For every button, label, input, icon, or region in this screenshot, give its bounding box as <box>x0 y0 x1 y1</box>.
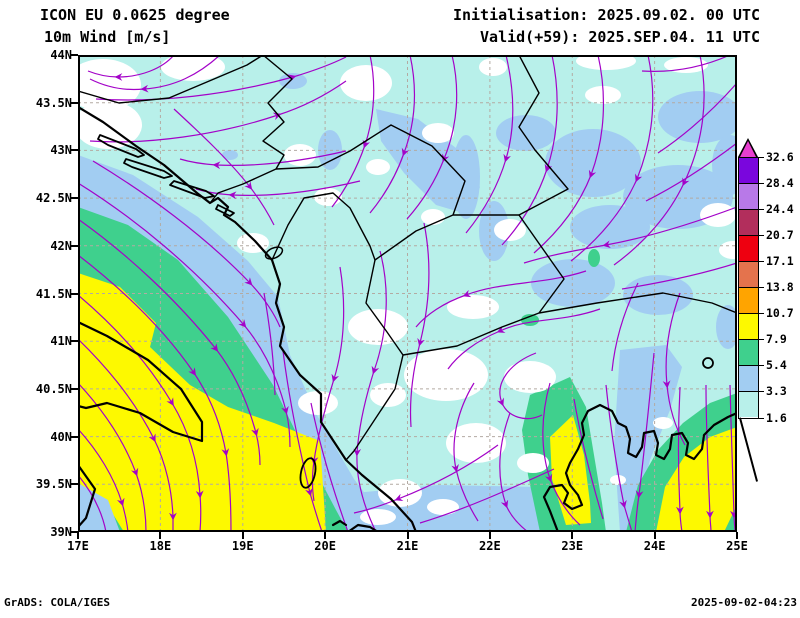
colorbar-tick-label: 13.8 <box>766 280 794 295</box>
colorbar-tick-label: 20.7 <box>766 228 794 243</box>
valid-time-label: Valid(+59): 2025.SEP.04. 11 UTC <box>480 28 760 46</box>
colorbar-tick-mark <box>738 391 764 393</box>
lon-tick-mark <box>653 532 656 539</box>
lon-tick-mark <box>488 532 491 539</box>
fill-blue-corner <box>78 483 120 532</box>
lat-tick-label: 44N <box>50 48 72 62</box>
colorbar-arrow-icon <box>739 141 756 157</box>
colorbar-segment <box>739 183 758 210</box>
lon-tick-label: 22E <box>479 539 501 553</box>
lon-tick-mark <box>736 532 738 539</box>
lon-tick-label: 17E <box>67 539 89 553</box>
lon-tick-mark <box>406 532 409 539</box>
lat-tick-label: 40.5N <box>35 381 72 396</box>
grads-credit: GrADS: COLA/IGES <box>4 596 110 609</box>
colorbar-tick-mark <box>738 287 764 289</box>
lat-tick-label: 43.5N <box>35 95 72 110</box>
lat-tick-label: 39.5N <box>35 477 72 492</box>
lat-tick-label: 42N <box>50 238 72 253</box>
colorbar-tick-label: 7.9 <box>766 332 787 347</box>
colorbar-tail-line <box>739 417 758 482</box>
lon-tick-label: 24E <box>643 539 666 553</box>
lon-tick-mark <box>241 532 244 539</box>
lat-tick-label: 41.5N <box>35 286 72 301</box>
colorbar-segment <box>739 209 758 236</box>
colorbar-tick-mark <box>738 183 764 185</box>
colorbar-segment <box>739 313 758 340</box>
lon-tick-label: 21E <box>396 539 419 553</box>
wind-streamlines <box>77 54 738 533</box>
colorbar-segment <box>739 157 758 184</box>
colorbar-tick-label: 24.4 <box>766 202 794 217</box>
lat-tick-mark <box>71 531 78 533</box>
colorbar-segment <box>739 287 758 314</box>
creation-timestamp: 2025-09-02-04:23 <box>691 596 797 609</box>
lon-tick-label: 23E <box>561 539 584 553</box>
colorbar-tick-label: 5.4 <box>766 358 787 373</box>
lon-tick-label: 25E <box>726 539 748 553</box>
lat-tick-mark <box>71 387 78 390</box>
coastlines <box>76 105 739 534</box>
colorbar-tick-label: 3.3 <box>766 384 787 399</box>
colorbar-tick-label: 28.4 <box>766 176 794 191</box>
colorbar-segment <box>739 391 758 418</box>
lon-tick-mark <box>77 532 79 539</box>
country-borders <box>77 54 738 461</box>
lat-tick-label: 42.5N <box>35 191 72 206</box>
lat-tick-mark <box>71 292 78 295</box>
lat-tick-mark <box>71 340 78 343</box>
wind-map-svg <box>65 52 748 534</box>
colorbar-tick-mark <box>738 157 764 158</box>
lon-tick-mark <box>159 532 162 539</box>
lon-tick-mark <box>324 532 327 539</box>
lat-tick-label: 39N <box>50 525 72 539</box>
lat-tick-mark <box>71 197 78 200</box>
lon-tick-label: 19E <box>231 539 254 553</box>
map-frame <box>78 55 737 532</box>
lat-tick-label: 43N <box>50 143 72 158</box>
lat-tick-mark <box>71 101 78 104</box>
colorbar-segment <box>739 339 758 366</box>
colorbar-segment <box>739 365 758 392</box>
field-title: 10m Wind [m/s] <box>44 28 171 46</box>
colorbar-tick-mark <box>738 339 764 341</box>
colorbar-tick-label: 10.7 <box>766 306 794 321</box>
colorbar-segment <box>739 261 758 288</box>
lat-tick-mark <box>71 483 78 486</box>
map-canvas <box>65 52 748 534</box>
init-time-label: Initialisation: 2025.09.02. 00 UTC <box>452 6 760 24</box>
colorbar-tick-mark <box>738 417 764 419</box>
lat-tick-mark <box>71 435 78 438</box>
colorbar-tick-mark <box>738 365 764 367</box>
model-title: ICON EU 0.0625 degree <box>40 6 230 24</box>
colorbar-tick-mark <box>738 235 764 237</box>
lon-tick-mark <box>571 532 574 539</box>
colorbar-tick-label: 32.6 <box>766 150 794 164</box>
lat-tick-label: 41N <box>50 334 72 349</box>
lat-tick-label: 40N <box>50 429 72 444</box>
lat-tick-mark <box>71 244 78 247</box>
colorbar-tick-mark <box>738 313 764 315</box>
lat-tick-mark <box>71 54 78 56</box>
colorbar-tick-mark <box>738 209 764 211</box>
lon-tick-label: 18E <box>149 539 172 553</box>
colorbar-tick-label: 17.1 <box>766 254 794 269</box>
lat-tick-mark <box>71 149 78 152</box>
colorbar-segment <box>739 235 758 262</box>
colorbar-tick-label: 1.6 <box>766 410 787 425</box>
colorbar-tick-mark <box>738 261 764 263</box>
lon-tick-label: 20E <box>314 539 336 553</box>
